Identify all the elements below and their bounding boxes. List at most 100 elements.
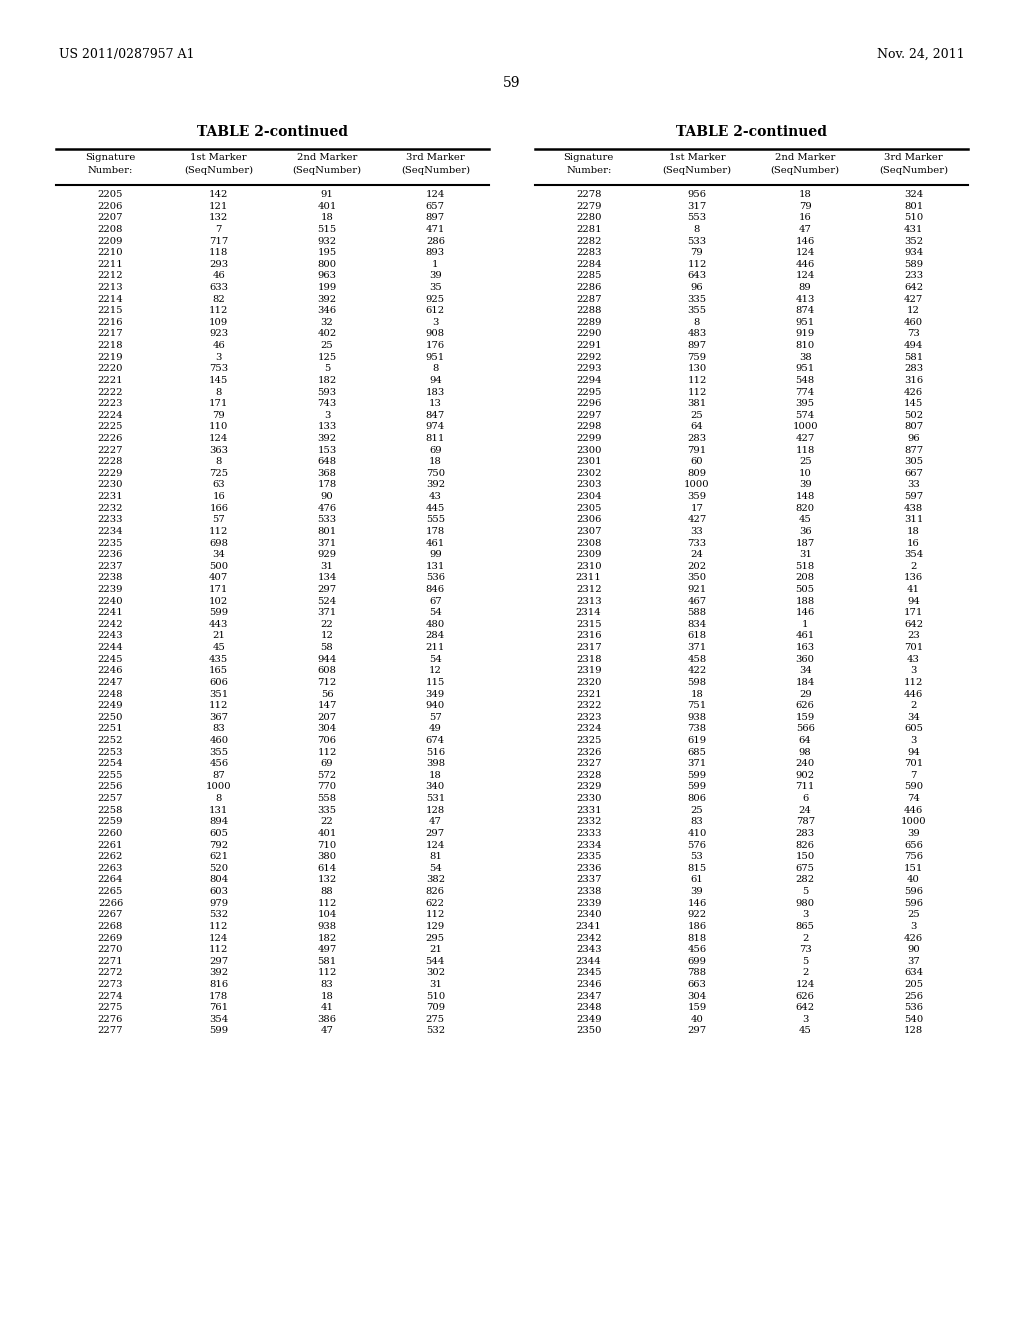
Text: 2300: 2300 [575, 446, 601, 454]
Text: 283: 283 [904, 364, 923, 374]
Text: 37: 37 [907, 957, 920, 966]
Text: 2: 2 [910, 701, 916, 710]
Text: 207: 207 [317, 713, 337, 722]
Text: 810: 810 [796, 341, 815, 350]
Text: 60: 60 [690, 457, 703, 466]
Text: 282: 282 [796, 875, 815, 884]
Text: 761: 761 [209, 1003, 228, 1012]
Text: 572: 572 [317, 771, 337, 780]
Text: 753: 753 [209, 364, 228, 374]
Text: 2293: 2293 [575, 364, 601, 374]
Text: 45: 45 [799, 1027, 812, 1035]
Text: 2231: 2231 [97, 492, 123, 502]
Text: 590: 590 [904, 783, 923, 792]
Text: 811: 811 [426, 434, 445, 444]
Text: 2252: 2252 [97, 737, 123, 744]
Text: 471: 471 [426, 224, 445, 234]
Text: 2235: 2235 [97, 539, 123, 548]
Text: 31: 31 [799, 550, 812, 560]
Text: 2337: 2337 [575, 875, 601, 884]
Text: 606: 606 [209, 678, 228, 686]
Text: 2271: 2271 [97, 957, 123, 966]
Text: 980: 980 [796, 899, 815, 908]
Text: 480: 480 [426, 620, 445, 628]
Text: 951: 951 [426, 352, 445, 362]
Text: 110: 110 [209, 422, 228, 432]
Text: 6: 6 [802, 795, 808, 803]
Text: 2340: 2340 [575, 911, 601, 919]
Text: 427: 427 [687, 515, 707, 524]
Text: 112: 112 [317, 969, 337, 977]
Text: 297: 297 [317, 585, 337, 594]
Text: 202: 202 [687, 562, 707, 570]
Text: 82: 82 [212, 294, 225, 304]
Text: 293: 293 [209, 260, 228, 269]
Text: 91: 91 [321, 190, 334, 199]
Text: 2284: 2284 [575, 260, 601, 269]
Text: 1000: 1000 [684, 480, 710, 490]
Text: 104: 104 [317, 911, 337, 919]
Text: 566: 566 [796, 725, 815, 734]
Text: 2247: 2247 [97, 678, 123, 686]
Text: 596: 596 [904, 887, 923, 896]
Text: 2: 2 [802, 969, 808, 977]
Text: 64: 64 [690, 422, 703, 432]
Text: 589: 589 [904, 260, 923, 269]
Text: 34: 34 [799, 667, 812, 676]
Text: 256: 256 [904, 991, 923, 1001]
Text: 2331: 2331 [575, 805, 601, 814]
Text: 90: 90 [321, 492, 334, 502]
Text: 39: 39 [690, 887, 703, 896]
Text: 701: 701 [904, 759, 924, 768]
Text: 2260: 2260 [97, 829, 123, 838]
Text: 22: 22 [321, 620, 334, 628]
Text: 3: 3 [216, 352, 222, 362]
Text: 725: 725 [209, 469, 228, 478]
Text: 34: 34 [212, 550, 225, 560]
Text: 371: 371 [317, 609, 337, 618]
Text: 2269: 2269 [97, 933, 123, 942]
Text: TABLE 2-continued: TABLE 2-continued [198, 125, 348, 140]
Text: 834: 834 [687, 620, 707, 628]
Text: 438: 438 [904, 504, 924, 512]
Text: 121: 121 [209, 202, 228, 211]
Text: 804: 804 [209, 875, 228, 884]
Text: 770: 770 [317, 783, 337, 792]
Text: 178: 178 [426, 527, 445, 536]
Text: 598: 598 [687, 678, 707, 686]
Text: 41: 41 [907, 585, 920, 594]
Text: 2328: 2328 [575, 771, 601, 780]
Text: 16: 16 [907, 539, 920, 548]
Text: 2289: 2289 [575, 318, 601, 327]
Text: 124: 124 [209, 434, 228, 444]
Text: 392: 392 [209, 969, 228, 977]
Text: 41: 41 [321, 1003, 334, 1012]
Text: 2210: 2210 [97, 248, 123, 257]
Text: 2302: 2302 [575, 469, 601, 478]
Text: 2245: 2245 [97, 655, 123, 664]
Text: 642: 642 [796, 1003, 815, 1012]
Text: 316: 316 [904, 376, 923, 385]
Text: 532: 532 [426, 1027, 444, 1035]
Text: 380: 380 [317, 853, 337, 861]
Text: 63: 63 [212, 480, 225, 490]
Text: 974: 974 [426, 422, 445, 432]
Text: 3: 3 [910, 667, 916, 676]
Text: 10: 10 [799, 469, 812, 478]
Text: 67: 67 [429, 597, 441, 606]
Text: 738: 738 [687, 725, 707, 734]
Text: 146: 146 [687, 899, 707, 908]
Text: 443: 443 [209, 620, 228, 628]
Text: 21: 21 [212, 631, 225, 640]
Text: 531: 531 [426, 795, 445, 803]
Text: 897: 897 [426, 214, 444, 222]
Text: 118: 118 [209, 248, 228, 257]
Text: 2248: 2248 [97, 689, 123, 698]
Text: 614: 614 [317, 863, 337, 873]
Text: 47: 47 [429, 817, 441, 826]
Text: 847: 847 [426, 411, 445, 420]
Text: 112: 112 [209, 527, 228, 536]
Text: 759: 759 [687, 352, 707, 362]
Text: Nov. 24, 2011: Nov. 24, 2011 [877, 48, 965, 61]
Text: 2320: 2320 [575, 678, 601, 686]
